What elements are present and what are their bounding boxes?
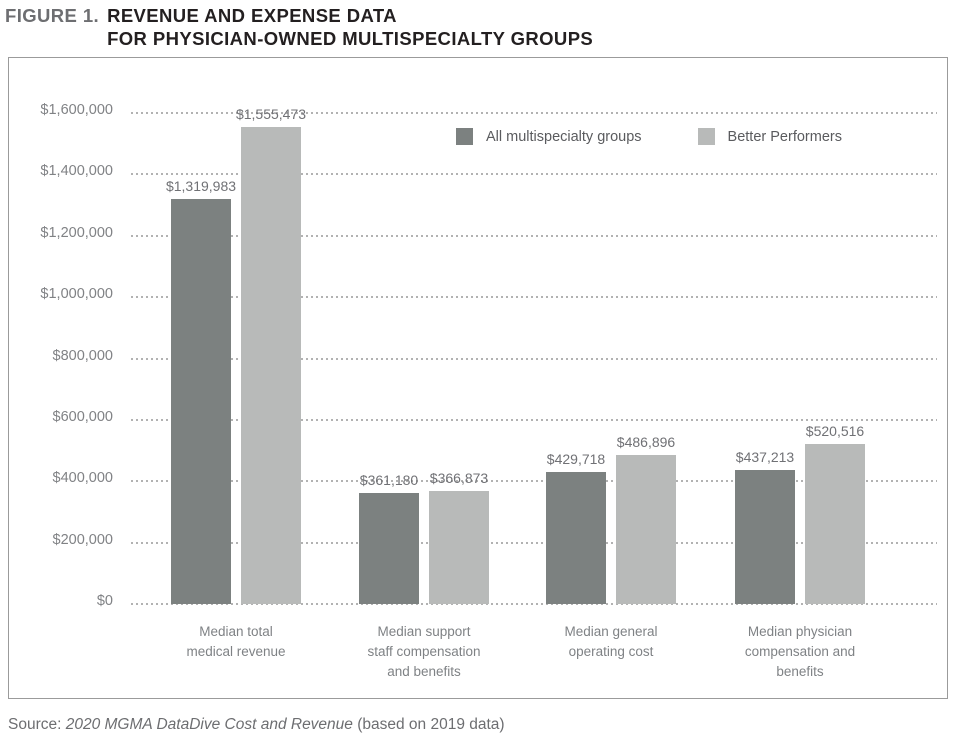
category-label-line: compensation and [744,644,856,659]
figure-title-line1: REVENUE AND EXPENSE DATA [107,5,397,26]
legend-item: Better Performers [697,128,842,145]
gridline [131,173,937,176]
legend-label: All multispecialty groups [486,128,642,145]
y-axis-tick-label: $0 [96,593,113,609]
bar-value-label: $437,213 [735,448,795,465]
gridline [131,603,937,605]
y-axis-tick-label: $200,000 [52,531,113,548]
bar-all-multispecialty-groups [171,198,231,604]
source-suffix: (based on 2019 data) [352,716,505,733]
y-axis-tick-label: $1,400,000 [40,163,113,180]
source-note: Source: 2020 MGMA DataDive Cost and Reve… [8,716,505,734]
source-publication: 2020 MGMA DataDive Cost and Revenue [65,716,353,733]
gridline [131,357,937,360]
legend-swatch [697,128,715,145]
y-axis-tick-label: $1,000,000 [40,286,113,303]
figure-number-label: FIGURE 1. [5,5,100,26]
bar-all-multispecialty-groups [546,472,606,604]
category-label: Median physician compensation and benefits [705,622,895,682]
category-label: Median total medical revenue [141,622,331,662]
bar-better-performers [429,491,489,604]
legend-label: Better Performers [727,128,842,145]
figure-title-text: REVENUE AND EXPENSE DATA FOR PHYSICIAN-O… [107,4,593,50]
bar-value-label: $520,516 [805,423,865,440]
legend-swatch [456,128,473,145]
y-axis-tick-label: $600,000 [52,408,113,425]
legend-item: All multispecialty groups [456,128,642,145]
gridline [131,480,937,483]
bar-better-performers [805,444,865,604]
bar-value-label: $1,319,983 [165,177,237,194]
gridline [131,541,937,544]
bar-value-label: $486,896 [616,433,676,450]
y-axis-tick-label: $400,000 [52,470,113,487]
gridline [131,112,937,114]
legend: All multispecialty groups Better Performe… [456,128,842,145]
figure-title: FIGURE 1. REVENUE AND EXPENSE DATA FOR P… [5,4,593,50]
figure-title-line2: FOR PHYSICIAN-OWNED MULTISPECIALTY GROUP… [107,28,594,49]
y-axis-tick-label: $1,200,000 [40,224,113,241]
bar-value-label: $361,180 [359,472,419,489]
category-label-line: and benefits [387,664,461,679]
category-label-line: Median general [564,624,658,639]
y-axis-tick-label: $1,600,000 [40,102,113,118]
y-axis-tick-label: $800,000 [52,347,113,364]
source-prefix: Source: [8,716,66,733]
gridline [131,234,937,237]
bar-all-multispecialty-groups [735,469,795,604]
gridline [131,418,937,421]
gridline [131,296,937,299]
category-label-line: Median physician [747,624,853,639]
category-label-line: operating cost [568,644,654,659]
category-label-line: staff compensation [367,644,481,659]
category-label-line: Median support [377,624,471,639]
bar-value-label: $1,555,473 [235,105,307,122]
bar-all-multispecialty-groups [359,493,419,604]
category-label-line: medical revenue [186,644,286,659]
category-label: Median support staff compensation and bene… [329,622,519,682]
bar-better-performers [616,454,676,604]
bar-value-label: $429,718 [546,451,606,468]
category-label-line: benefits [776,664,824,679]
bar-better-performers [241,126,301,604]
category-label-line: Median total [199,624,273,639]
category-label: Median general operating cost [516,622,706,662]
chart-frame: All multispecialty groups Better Performe… [8,57,948,699]
bar-value-label: $366,873 [429,470,489,487]
